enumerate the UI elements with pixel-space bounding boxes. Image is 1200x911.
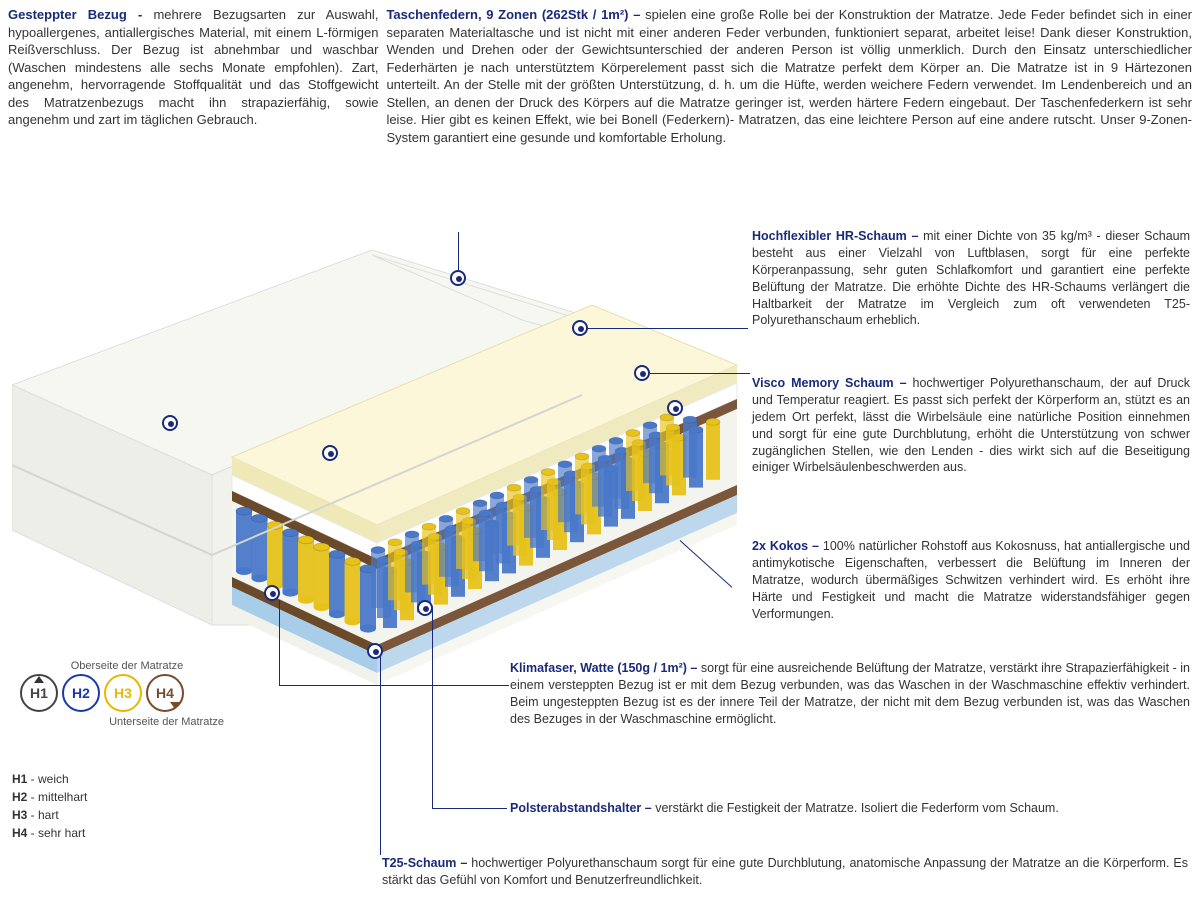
- polster-body: verstärkt die Festigkeit der Matratze. I…: [655, 801, 1059, 815]
- t25-block: T25-Schaum – hochwertiger Polyurethansch…: [382, 855, 1188, 889]
- springs-description: Taschenfedern, 9 Zonen (262Stk / 1m²) – …: [386, 6, 1192, 146]
- lead-hr: [588, 328, 748, 329]
- marker-kokos: [667, 400, 683, 416]
- springs-body: spielen eine große Rolle bei der Konstru…: [386, 7, 1192, 145]
- hardness-row: H1 - weich: [12, 770, 87, 788]
- lead-polster-v: [432, 608, 433, 808]
- marker-visco: [634, 365, 650, 381]
- cover-title: Gesteppter Bezug -: [8, 7, 153, 22]
- lead-springs: [458, 232, 459, 274]
- legend-bottom: Unterseite der Matratze: [12, 716, 242, 728]
- hardness-row: H3 - hart: [12, 806, 87, 824]
- polster-title: Polsterabstandshalter –: [510, 801, 655, 815]
- hardness-legend: Oberseite der Matratze H1H2H3H4 Untersei…: [12, 660, 242, 728]
- visco-title: Visco Memory Schaum –: [752, 376, 913, 390]
- hardness-row: H4 - sehr hart: [12, 824, 87, 842]
- marker-cover: [162, 415, 178, 431]
- mattress-illustration: [12, 225, 742, 655]
- hardness-row: H2 - mittelhart: [12, 788, 87, 806]
- kokos-title: 2x Kokos –: [752, 539, 823, 553]
- mattress-svg: [12, 225, 742, 685]
- lead-polster-h: [432, 808, 507, 809]
- hardness-circle: H3: [104, 674, 142, 712]
- hardness-circle: H2: [62, 674, 100, 712]
- hr-title: Hochflexibler HR-Schaum –: [752, 229, 923, 243]
- t25-title: T25-Schaum –: [382, 856, 471, 870]
- marker-polster: [417, 600, 433, 616]
- hardness-list: H1 - weichH2 - mittelhartH3 - hartH4 - s…: [12, 770, 87, 842]
- polster-block: Polsterabstandshalter – verstärkt die Fe…: [510, 800, 1190, 817]
- cover-body: mehrere Bezugsarten zur Auswahl, hypoall…: [8, 7, 378, 127]
- visco-block: Visco Memory Schaum – hochwertiger Polyu…: [752, 375, 1190, 476]
- marker-t25: [367, 643, 383, 659]
- lead-klima-v: [279, 600, 280, 685]
- marker-hr: [572, 320, 588, 336]
- marker-klima: [264, 585, 280, 601]
- visco-body: hochwertiger Polyurethanschaum, der auf …: [752, 376, 1190, 474]
- marker-springs: [450, 270, 466, 286]
- klima-block: Klimafaser, Watte (150g / 1m²) – sorgt f…: [510, 660, 1190, 728]
- lead-visco: [650, 373, 750, 374]
- marker-klima2: [322, 445, 338, 461]
- lead-klima-h: [279, 685, 509, 686]
- hr-block: Hochflexibler HR-Schaum – mit einer Dich…: [752, 228, 1190, 329]
- springs-title: Taschenfedern, 9 Zonen (262Stk / 1m²) –: [386, 7, 645, 22]
- t25-body: hochwertiger Polyurethanschaum sorgt für…: [382, 856, 1188, 887]
- legend-top: Oberseite der Matratze: [12, 660, 242, 672]
- kokos-block: 2x Kokos – 100% natürlicher Rohstoff aus…: [752, 538, 1190, 622]
- klima-title: Klimafaser, Watte (150g / 1m²) –: [510, 661, 701, 675]
- hr-body: mit einer Dichte von 35 kg/m³ - dieser S…: [752, 229, 1190, 327]
- lead-t25-v: [380, 650, 381, 855]
- cover-description: Gesteppter Bezug - mehrere Bezugsarten z…: [8, 6, 378, 146]
